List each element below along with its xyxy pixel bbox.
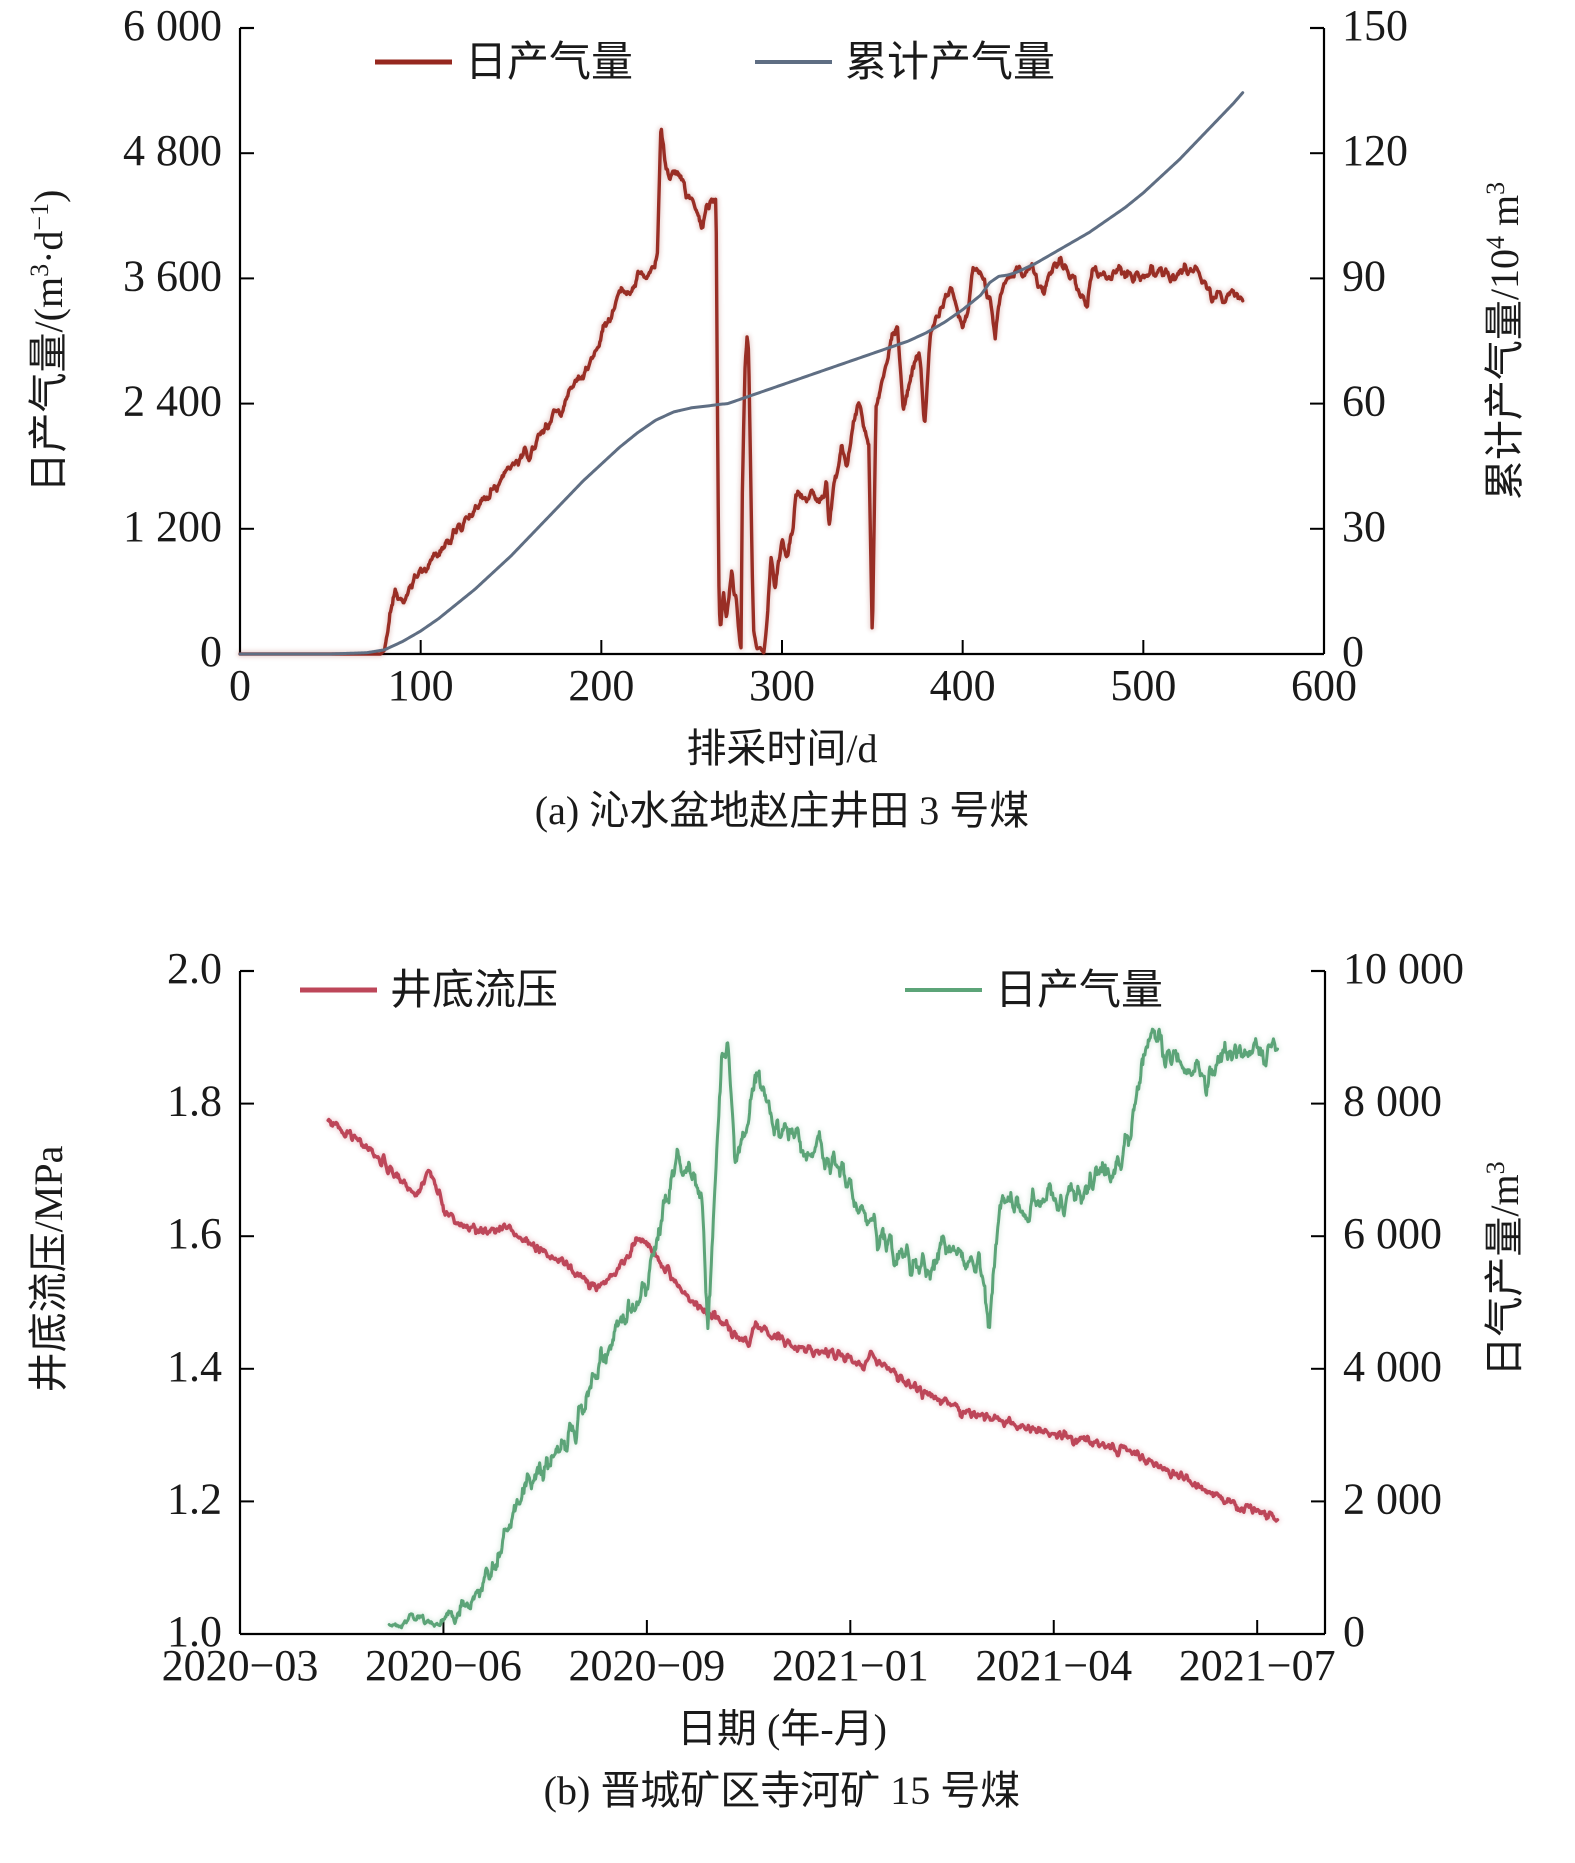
svg-text:日产气量/(m3·d−1): 日产气量/(m3·d−1) [25, 190, 72, 493]
svg-text:2021−07: 2021−07 [1179, 1641, 1336, 1690]
svg-text:2021−04: 2021−04 [975, 1641, 1132, 1690]
svg-text:60: 60 [1342, 377, 1386, 426]
svg-text:2020−06: 2020−06 [365, 1641, 522, 1690]
svg-text:2 400: 2 400 [123, 377, 222, 426]
svg-text:0: 0 [1342, 627, 1364, 676]
svg-text:1.2: 1.2 [167, 1474, 222, 1523]
svg-text:0: 0 [1343, 1607, 1365, 1656]
svg-text:300: 300 [749, 661, 815, 710]
svg-text:120: 120 [1342, 126, 1408, 175]
svg-text:4 000: 4 000 [1343, 1342, 1442, 1391]
svg-text:90: 90 [1342, 251, 1386, 300]
svg-text:日气产量/m3: 日气产量/m3 [1481, 1161, 1528, 1376]
svg-text:10 000: 10 000 [1343, 944, 1464, 993]
svg-text:2.0: 2.0 [167, 944, 222, 993]
svg-text:日产气量: 日产气量 [995, 968, 1163, 1014]
svg-text:0: 0 [229, 661, 251, 710]
svg-text:排采时间/d: 排采时间/d [686, 726, 877, 771]
svg-text:400: 400 [930, 661, 996, 710]
svg-text:1 200: 1 200 [123, 502, 222, 551]
svg-text:2 000: 2 000 [1343, 1474, 1442, 1523]
svg-text:(a) 沁水盆地赵庄井田 3 号煤: (a) 沁水盆地赵庄井田 3 号煤 [535, 788, 1029, 833]
svg-text:井底流压/MPa: 井底流压/MPa [26, 1145, 71, 1392]
svg-text:1.6: 1.6 [167, 1209, 222, 1258]
svg-text:150: 150 [1342, 1, 1408, 50]
svg-text:0: 0 [200, 627, 222, 676]
svg-text:30: 30 [1342, 502, 1386, 551]
svg-text:8 000: 8 000 [1343, 1077, 1442, 1126]
svg-text:500: 500 [1110, 661, 1176, 710]
svg-text:(b) 晋城矿区寺河矿 15 号煤: (b) 晋城矿区寺河矿 15 号煤 [544, 1768, 1021, 1813]
svg-text:6 000: 6 000 [1343, 1209, 1442, 1258]
svg-text:累计产气量/104 m3: 累计产气量/104 m3 [1481, 182, 1528, 500]
svg-text:200: 200 [568, 661, 634, 710]
svg-text:1.8: 1.8 [167, 1077, 222, 1126]
svg-text:1.0: 1.0 [167, 1607, 222, 1656]
svg-text:日期 (年-月): 日期 (年-月) [677, 1706, 887, 1751]
svg-text:1.4: 1.4 [167, 1342, 222, 1391]
svg-text:累计产气量: 累计产气量 [845, 40, 1055, 86]
svg-text:100: 100 [388, 661, 454, 710]
svg-text:4 800: 4 800 [123, 126, 222, 175]
svg-text:井底流压: 井底流压 [390, 968, 558, 1014]
svg-text:6 000: 6 000 [123, 1, 222, 50]
svg-text:日产气量: 日产气量 [465, 40, 633, 86]
svg-text:2021−01: 2021−01 [772, 1641, 929, 1690]
svg-text:3 600: 3 600 [123, 251, 222, 300]
svg-text:2020−09: 2020−09 [568, 1641, 725, 1690]
